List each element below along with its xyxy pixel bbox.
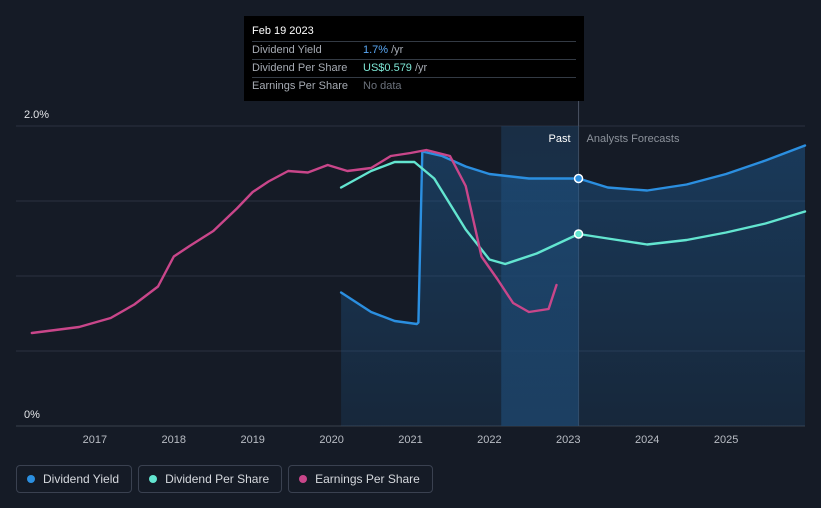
- tooltip-unit: /yr: [391, 42, 403, 59]
- tooltip-date: Feb 19 2023: [252, 23, 576, 41]
- x-tick-label: 2025: [714, 434, 738, 446]
- y-tick-label-max: 2.0%: [24, 109, 49, 121]
- dividend-yield-highlight-point: [575, 175, 583, 183]
- legend-dividend-per-share[interactable]: Dividend Per Share: [138, 465, 282, 493]
- x-tick-label: 2020: [319, 434, 343, 446]
- forecast-label: Analysts Forecasts: [587, 133, 680, 145]
- tooltip-row-earnings-per-share: Earnings Per Share No data: [252, 77, 576, 95]
- past-label: Past: [549, 133, 571, 145]
- x-tick-label: 2018: [162, 434, 186, 446]
- x-tick-label: 2021: [398, 434, 422, 446]
- legend-label: Dividend Per Share: [165, 472, 269, 486]
- tooltip-row-dividend-per-share: Dividend Per Share US$0.579 /yr: [252, 59, 576, 77]
- data-tooltip: Feb 19 2023 Dividend Yield 1.7% /yr Divi…: [244, 16, 584, 101]
- tooltip-value: No data: [363, 78, 402, 95]
- legend-dot-icon: [27, 475, 35, 483]
- tooltip-row-dividend-yield: Dividend Yield 1.7% /yr: [252, 41, 576, 59]
- legend-dot-icon: [299, 475, 307, 483]
- legend-label: Dividend Yield: [43, 472, 119, 486]
- tooltip-label: Dividend Per Share: [252, 60, 363, 77]
- x-tick-label: 2024: [635, 434, 659, 446]
- x-tick-label: 2023: [556, 434, 580, 446]
- x-tick-label: 2022: [477, 434, 501, 446]
- x-tick-label: 2017: [83, 434, 107, 446]
- tooltip-label: Earnings Per Share: [252, 78, 363, 95]
- x-tick-label: 2019: [240, 434, 264, 446]
- tooltip-value: US$0.579: [363, 60, 412, 77]
- dividend-per-share-highlight-point: [575, 230, 583, 238]
- dividend-yield-area: [341, 146, 805, 427]
- tooltip-unit: /yr: [415, 60, 427, 77]
- chart-legend: Dividend Yield Dividend Per Share Earnin…: [16, 465, 433, 493]
- legend-dividend-yield[interactable]: Dividend Yield: [16, 465, 132, 493]
- tooltip-value: 1.7%: [363, 42, 388, 59]
- legend-dot-icon: [149, 475, 157, 483]
- legend-earnings-per-share[interactable]: Earnings Per Share: [288, 465, 433, 493]
- tooltip-label: Dividend Yield: [252, 42, 363, 59]
- y-tick-label-min: 0%: [24, 409, 40, 421]
- legend-label: Earnings Per Share: [315, 472, 420, 486]
